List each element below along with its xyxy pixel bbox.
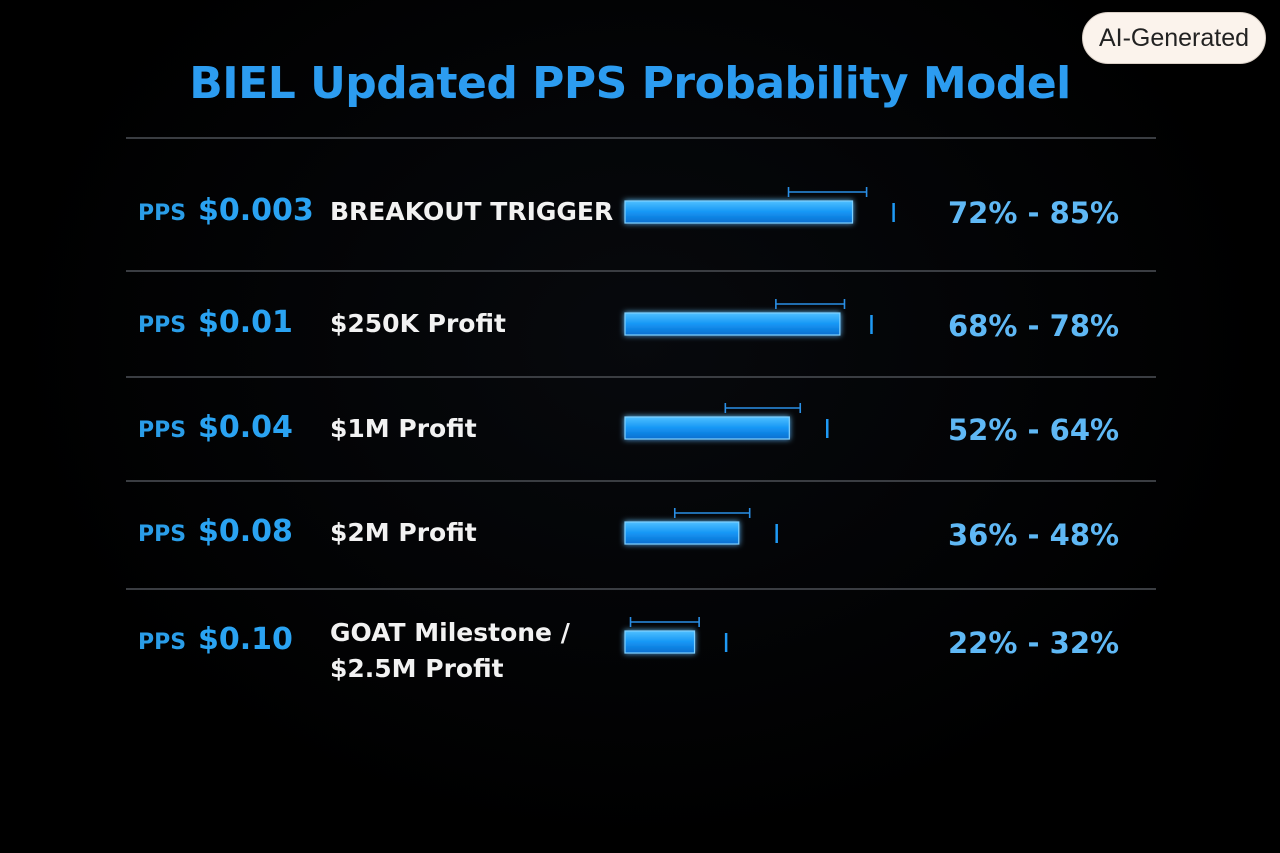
milestone-label-line: $1M Profit — [330, 414, 477, 443]
pps-prefix: PPS — [138, 201, 187, 226]
divider — [126, 270, 1156, 272]
pps-prefix: PPS — [138, 630, 187, 655]
milestone-label: $1M Profit — [330, 411, 477, 447]
pps-price: $0.01 — [198, 305, 293, 340]
pps-price: $0.08 — [198, 514, 293, 549]
milestone-label: $250K Profit — [330, 306, 506, 342]
divider — [126, 376, 1156, 378]
divider — [126, 137, 1156, 139]
probability-range: 22% - 32% — [948, 626, 1120, 660]
pps-price: $0.10 — [198, 622, 293, 657]
milestone-label: $2M Profit — [330, 515, 477, 551]
pps-prefix: PPS — [138, 418, 187, 443]
probability-range: 52% - 64% — [948, 413, 1120, 447]
milestone-label: BREAKOUT TRIGGER — [330, 194, 613, 230]
probability-range: 68% - 78% — [948, 309, 1120, 343]
milestone-label-line: $2M Profit — [330, 518, 477, 547]
probability-bar — [624, 416, 790, 440]
divider — [126, 480, 1156, 482]
milestone-label-line: BREAKOUT TRIGGER — [330, 197, 614, 226]
milestone-label-line: $2.5M Profit — [330, 654, 504, 683]
probability-bar — [624, 521, 740, 545]
probability-range: 36% - 48% — [948, 518, 1120, 552]
pps-price: $0.04 — [198, 410, 293, 445]
ai-generated-badge: AI-Generated — [1082, 12, 1266, 64]
pps-prefix: PPS — [138, 313, 187, 338]
milestone-label: GOAT Milestone / $2.5M Profit — [330, 615, 570, 687]
probability-bar — [624, 200, 854, 224]
probability-bar — [624, 630, 696, 654]
pps-prefix: PPS — [138, 522, 187, 547]
divider — [126, 588, 1156, 590]
pps-price: $0.003 — [198, 193, 314, 228]
milestone-label-line: GOAT Milestone / — [330, 618, 570, 647]
probability-bar — [624, 312, 841, 336]
probability-range: 72% - 85% — [948, 196, 1120, 230]
chart-title: BIEL Updated PPS Probability Model — [189, 58, 1071, 109]
milestone-label-line: $250K Profit — [330, 309, 506, 338]
